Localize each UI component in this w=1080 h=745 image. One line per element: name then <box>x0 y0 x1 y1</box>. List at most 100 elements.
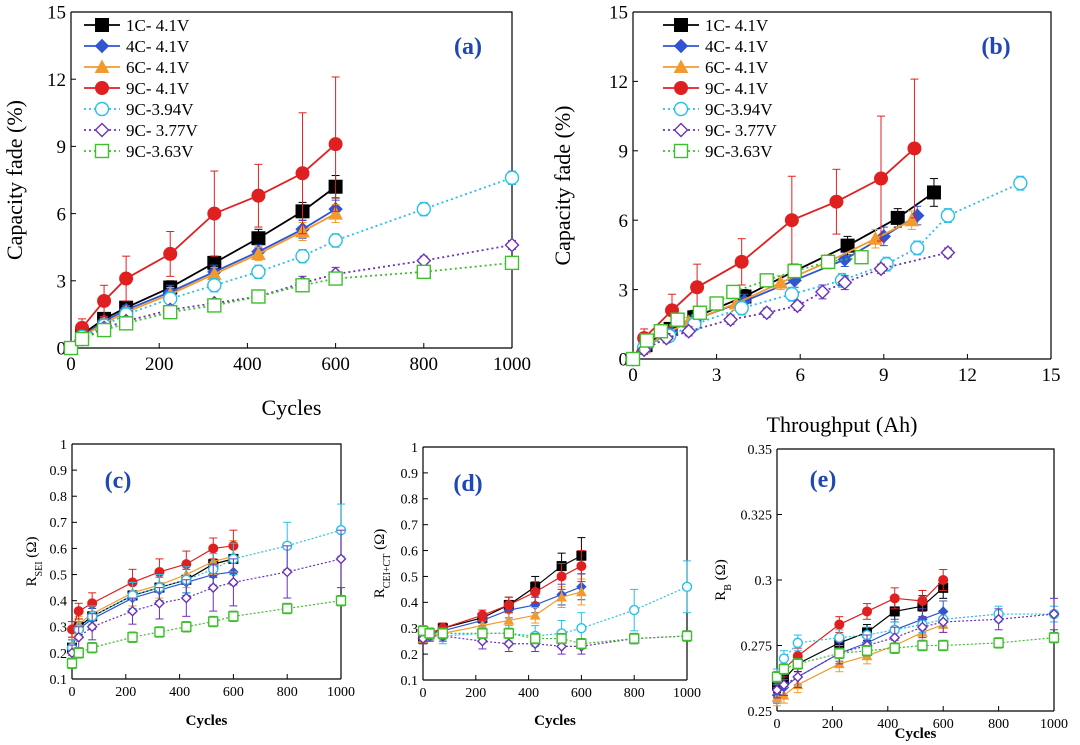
data-point <box>180 592 192 604</box>
x-axis-title: Cycles <box>534 713 576 729</box>
x-tick-label: 0 <box>66 354 76 375</box>
data-point <box>629 633 640 644</box>
data-point <box>993 613 1005 625</box>
data-point <box>556 591 567 602</box>
series-line <box>776 637 1055 678</box>
y-tick-label: 0.2 <box>401 648 419 663</box>
y-tick-label: 9 <box>57 137 67 158</box>
x-tick-label: 15 <box>1042 365 1061 386</box>
y-axis-title-unit: (Ω) <box>372 529 388 554</box>
data-point <box>690 280 705 295</box>
x-tick-label: 600 <box>321 354 350 375</box>
x-axis-title: Cycles <box>895 726 937 742</box>
series-9c394 <box>625 175 1028 367</box>
legend-entry: 9C-3.63V <box>126 142 194 161</box>
data-point <box>86 642 98 653</box>
x-axis-title: Cycles <box>262 395 322 420</box>
data-point <box>251 188 266 203</box>
data-point <box>73 606 84 617</box>
data-point <box>530 633 541 644</box>
data-point <box>416 201 431 217</box>
y-tick-label: 0.3 <box>401 622 419 637</box>
x-axis-title: Cycles <box>186 713 228 729</box>
data-point <box>681 323 697 339</box>
series-9c377 <box>771 597 1060 699</box>
data-point <box>792 637 803 649</box>
legend-entry: 1C- 4.1V <box>705 16 769 35</box>
data-point <box>837 275 853 291</box>
legend-marker <box>674 81 688 95</box>
data-point <box>889 642 900 654</box>
data-point <box>692 305 708 320</box>
data-point <box>295 166 310 181</box>
y-axis-title: Capacity fade (%) <box>2 100 27 260</box>
series-line <box>776 623 944 699</box>
data-point <box>938 575 949 585</box>
data-point <box>834 648 845 659</box>
legend-entry: 9C- 4.1V <box>126 79 190 98</box>
y-tick-label: 0.325 <box>741 508 773 523</box>
y-tick-label: 0.8 <box>50 490 68 505</box>
x-tick-label: 200 <box>145 354 174 375</box>
data-point <box>789 298 805 314</box>
legend-marker <box>94 38 110 54</box>
x-tick-label: 12 <box>958 365 977 386</box>
y-tick-label: 1 <box>60 438 67 453</box>
data-point <box>576 623 587 634</box>
y-tick-label: 0.4 <box>50 595 68 610</box>
x-tick-label: 600 <box>223 685 244 700</box>
x-tick-label: 6 <box>795 365 805 386</box>
data-point <box>820 254 836 270</box>
x-axis-title: Throughput (Ah) <box>767 412 918 437</box>
data-point <box>890 210 905 225</box>
series-9c377 <box>63 237 520 356</box>
data-point <box>1048 632 1060 643</box>
data-point <box>73 631 85 643</box>
data-point <box>118 316 134 331</box>
y-tick-label: 0 <box>619 350 629 371</box>
y-axis-title: RB (Ω) <box>713 559 734 601</box>
data-point <box>938 640 949 651</box>
data-point <box>576 638 587 649</box>
data-point <box>787 263 802 279</box>
data-point <box>681 581 693 592</box>
y-tick-label: 6 <box>57 204 67 225</box>
x-tick-label: 0 <box>69 685 76 700</box>
data-point <box>556 633 567 644</box>
y-tick-label: 0.8 <box>401 493 419 508</box>
data-point <box>295 248 310 264</box>
y-tick-label: 0.7 <box>401 519 419 534</box>
data-point <box>207 206 222 221</box>
data-point <box>503 599 514 610</box>
data-point <box>335 595 347 606</box>
data-point <box>778 679 790 691</box>
series-9c363 <box>63 255 520 356</box>
y-tick-label: 12 <box>609 72 628 93</box>
data-point <box>916 621 928 633</box>
legend-entry: 9C- 3.77V <box>705 121 778 140</box>
data-point <box>829 194 844 209</box>
data-point <box>723 312 739 328</box>
data-point <box>282 603 293 614</box>
legend-marker <box>673 122 689 138</box>
y-tick-label: 0.5 <box>50 568 68 583</box>
y-tick-label: 12 <box>47 70 66 91</box>
data-point <box>153 597 165 609</box>
y-tick-label: 0.6 <box>50 542 68 557</box>
data-point <box>328 233 343 248</box>
data-point <box>529 609 541 620</box>
y-tick-label: 0.5 <box>401 570 419 585</box>
data-point <box>854 250 869 265</box>
data-point <box>66 658 78 669</box>
data-point <box>251 246 266 260</box>
data-point <box>208 616 219 627</box>
data-point <box>504 237 520 253</box>
data-point <box>328 206 343 220</box>
legend-marker <box>95 18 109 32</box>
x-tick-label: 600 <box>571 686 592 701</box>
x-tick-label: 0 <box>420 686 427 701</box>
data-point <box>207 278 222 293</box>
legend-marker <box>94 122 110 138</box>
y-axis-title-main: R <box>372 588 388 598</box>
panel-label: (a) <box>454 34 482 60</box>
